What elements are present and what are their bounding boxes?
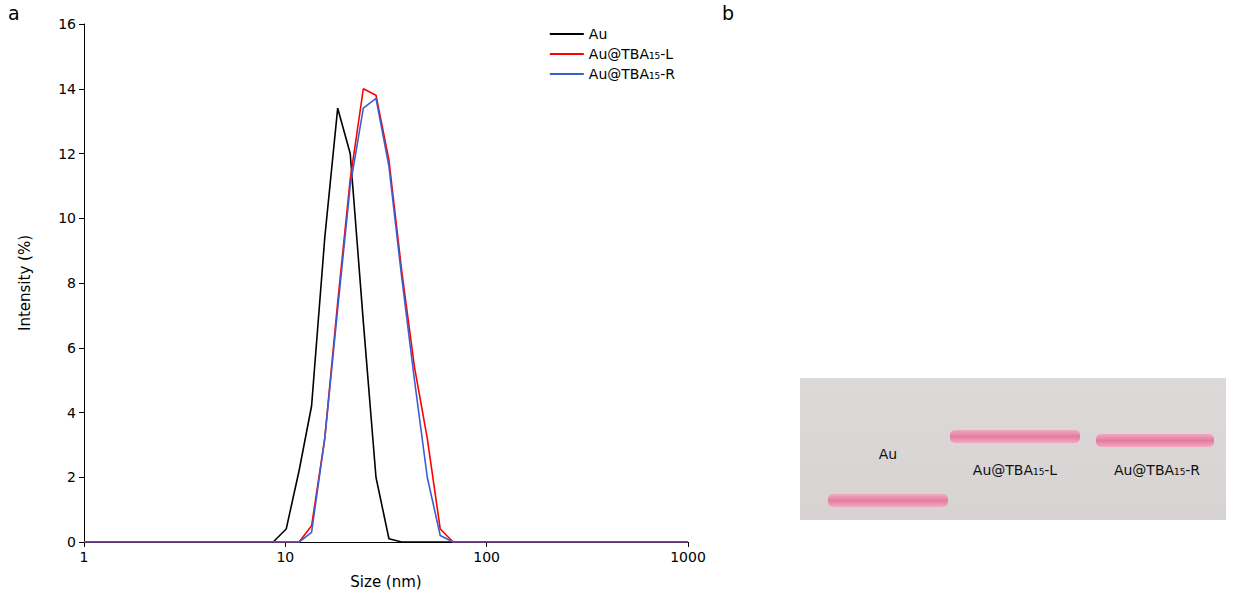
svg-text:1000: 1000 <box>670 549 706 565</box>
svg-text:Intensity (%): Intensity (%) <box>16 235 34 331</box>
svg-text:Au@TBA₁₅-L: Au@TBA₁₅-L <box>589 46 673 62</box>
svg-text:0: 0 <box>67 534 76 550</box>
svg-text:Size (nm): Size (nm) <box>350 573 421 591</box>
svg-text:100: 100 <box>473 549 500 565</box>
svg-text:1: 1 <box>80 549 89 565</box>
svg-text:Au: Au <box>589 26 607 42</box>
svg-text:14: 14 <box>58 81 76 97</box>
svg-text:Au@TBA₁₅-R: Au@TBA₁₅-R <box>589 66 675 82</box>
svg-text:2: 2 <box>67 469 76 485</box>
html-text:a: a <box>8 2 20 24</box>
svg-text:16: 16 <box>58 16 76 32</box>
svg-text:10: 10 <box>276 549 294 565</box>
html-text:b: b <box>722 2 735 24</box>
svg-text:10: 10 <box>58 210 76 226</box>
svg-text:8: 8 <box>67 275 76 291</box>
svg-text:6: 6 <box>67 340 76 356</box>
html-text:Au@TBA₁₅-L: Au@TBA₁₅-L <box>972 462 1058 478</box>
svg-text:4: 4 <box>67 405 76 421</box>
html-text:Au: Au <box>878 446 898 462</box>
svg-text:12: 12 <box>58 146 76 162</box>
html-text:Au@TBA₁₅-R: Au@TBA₁₅-R <box>1113 462 1201 478</box>
